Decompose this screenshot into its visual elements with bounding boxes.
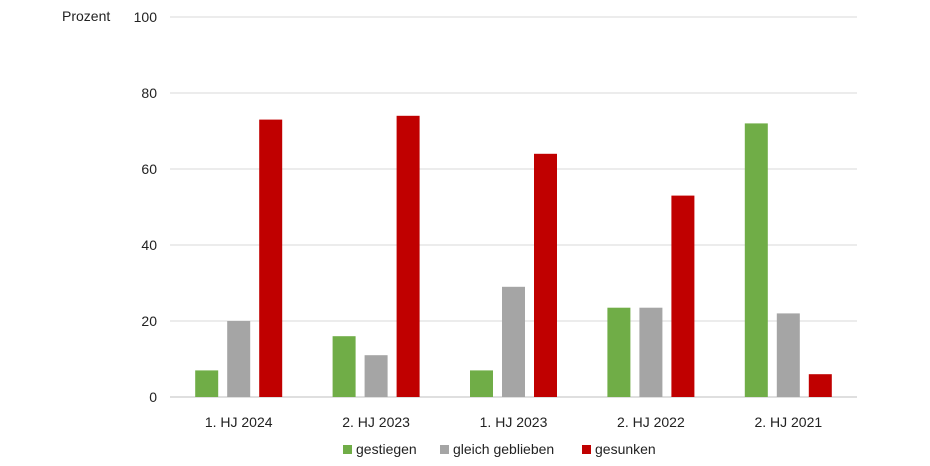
bar-gesunken xyxy=(671,195,695,397)
legend-label: gleich geblieben xyxy=(453,441,554,457)
bar-gestiegen xyxy=(195,370,219,397)
bar-gleich-geblieben xyxy=(227,321,251,397)
bar-gestiegen xyxy=(744,123,768,398)
bar-gleich-geblieben xyxy=(502,286,525,397)
bars xyxy=(195,115,832,398)
x-category-label: 1. HJ 2023 xyxy=(480,414,548,430)
legend-label: gestiegen xyxy=(356,441,417,457)
bar-gesunken xyxy=(808,374,832,397)
x-category-label: 2. HJ 2022 xyxy=(617,414,685,430)
y-tick-label: 20 xyxy=(141,313,157,329)
legend: gestiegen gleich geblieben gesunken xyxy=(343,441,656,457)
bar-gleich-geblieben xyxy=(776,313,800,397)
legend-label: gesunken xyxy=(595,441,656,457)
y-tick-label: 40 xyxy=(141,237,157,253)
y-tick-label: 60 xyxy=(141,161,157,177)
bar-gestiegen xyxy=(607,307,631,397)
legend-swatch xyxy=(582,445,591,454)
bar-gleich-geblieben xyxy=(364,355,388,397)
y-axis-label: Prozent xyxy=(62,8,110,24)
legend-swatch xyxy=(440,445,449,454)
y-tick-label: 100 xyxy=(134,9,158,25)
bar-gestiegen xyxy=(470,370,493,397)
bar-gesunken xyxy=(259,119,283,397)
y-tick-label: 0 xyxy=(149,389,157,405)
legend-swatch xyxy=(343,445,352,454)
bar-gestiegen xyxy=(332,336,356,397)
bar-gesunken xyxy=(534,153,557,397)
y-axis-ticks: 0 20 40 60 80 100 xyxy=(134,9,158,405)
x-axis-categories: 1. HJ 2024 2. HJ 2023 1. HJ 2023 2. HJ 2022… xyxy=(205,414,823,430)
x-category-label: 2. HJ 2023 xyxy=(342,414,410,430)
x-category-label: 1. HJ 2024 xyxy=(205,414,273,430)
y-tick-label: 80 xyxy=(141,85,157,101)
bar-gleich-geblieben xyxy=(639,307,663,397)
bar-gesunken xyxy=(396,115,420,398)
gridlines xyxy=(170,16,857,398)
x-category-label: 2. HJ 2021 xyxy=(754,414,822,430)
